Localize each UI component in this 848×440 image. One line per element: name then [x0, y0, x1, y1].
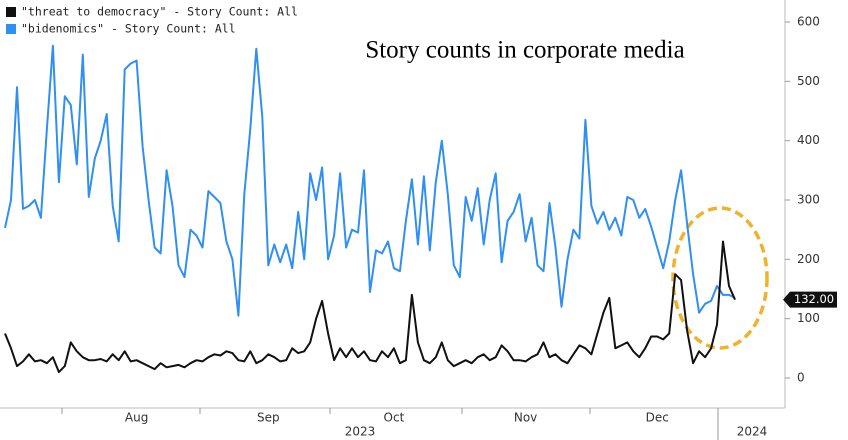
- x-tick-label: Dec: [646, 411, 669, 425]
- x-tick-label: Aug: [125, 411, 148, 425]
- y-tick-label: 400: [797, 133, 820, 147]
- month-ticks: [61, 408, 719, 440]
- highlight-ellipse: [671, 206, 769, 350]
- series-line: [4, 240, 736, 374]
- legend-swatch: [6, 7, 16, 17]
- legend-label: "bidenomics" - Story Count: All: [21, 22, 236, 36]
- y-tick-label: 100: [797, 311, 820, 325]
- y-tick-label: 0: [797, 371, 805, 385]
- legend-label: "threat to democracy" - Story Count: All: [21, 5, 298, 19]
- x-tick-label: Sep: [257, 411, 280, 425]
- series-line: [4, 44, 736, 317]
- tag-shape: [783, 291, 837, 308]
- legend-box: [0, 0, 282, 42]
- y-tick-label: 500: [797, 74, 820, 88]
- y-tick-label: 600: [797, 15, 820, 29]
- year-label: 2023: [345, 425, 376, 439]
- legend-swatch: [6, 24, 16, 34]
- year-label: 2024: [737, 425, 768, 439]
- y-tick-label: 200: [797, 252, 820, 266]
- chart-title: Story counts in corporate media: [365, 37, 684, 64]
- legend: "threat to democracy" - Story Count: All…: [0, 0, 298, 42]
- y-tick-label: 300: [797, 193, 820, 207]
- x-tick-label: Oct: [384, 411, 405, 425]
- x-tick-label: Nov: [514, 411, 537, 425]
- tag-label: 132.00: [794, 292, 834, 306]
- last-value-tag: 132.00: [783, 291, 837, 308]
